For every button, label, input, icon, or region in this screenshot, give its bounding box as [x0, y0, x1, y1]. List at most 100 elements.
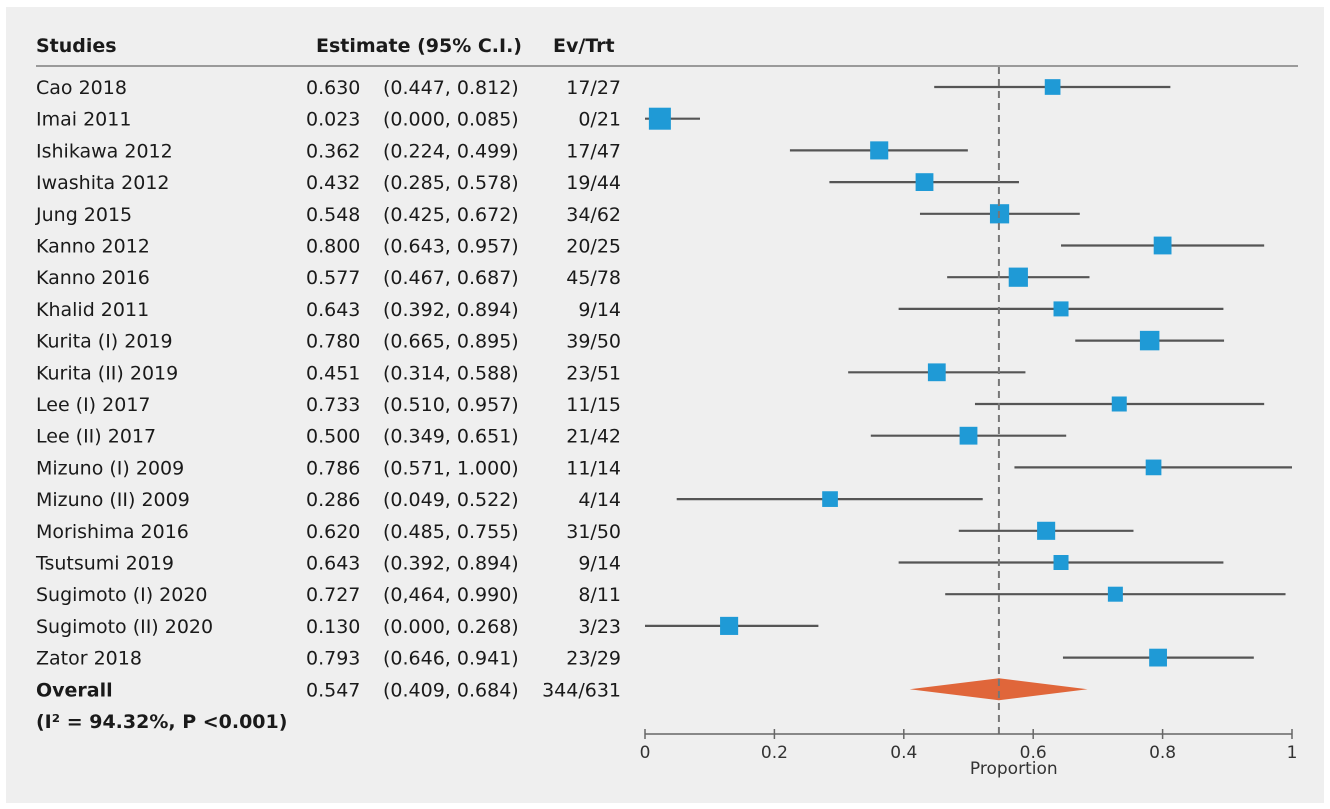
study-name: Khalid 2011 [36, 299, 149, 321]
study-name: Kanno 2012 [36, 236, 150, 258]
study-name: Imai 2011 [36, 109, 131, 131]
summary-diamond [909, 678, 1088, 701]
study-ci: (0.392, 0.894) [383, 299, 519, 321]
study-ev-trt: 23/51 [566, 362, 621, 384]
study-estimate: 0.432 [306, 172, 360, 194]
study-marker [1008, 267, 1028, 287]
study-marker [1111, 396, 1127, 412]
heterogeneity-stat: (I² = 94.32%, P <0.001) [36, 711, 287, 733]
study-estimate: 0.733 [306, 394, 360, 416]
study-rows: Cao 2018 0.630 (0.447, 0.812) 17/27 Imai 201… [35, 77, 621, 670]
study-ev-trt: 9/14 [578, 553, 621, 575]
study-estimate: 0.130 [306, 616, 360, 638]
x-tick-label: 0.2 [761, 743, 788, 763]
study-estimate: 0.800 [306, 236, 360, 258]
study-ev-trt: 8/11 [578, 584, 621, 606]
study-ci: (0.392, 0.894) [383, 553, 519, 575]
study-ev-trt: 11/15 [566, 394, 621, 416]
study-name: Lee (II) 2017 [36, 426, 156, 448]
x-axis: 0 0.2 0.4 0.6 0.8 1 [640, 729, 1297, 763]
study-marker [1053, 301, 1069, 317]
study-name: Lee (I) 2017 [36, 394, 151, 416]
study-name: Zator 2018 [36, 648, 142, 670]
study-ci: (0.646, 0.941) [383, 648, 519, 670]
study-name: Iwashita 2012 [36, 172, 170, 194]
study-ci: (0.000, 0.085) [383, 109, 519, 131]
study-ev-trt: 0/21 [578, 109, 621, 131]
study-name: Cao 2018 [36, 77, 127, 99]
study-ci: (0.643, 0.957) [383, 236, 519, 258]
x-tick-label: 0.8 [1149, 743, 1176, 763]
study-ev-trt: 21/42 [566, 426, 621, 448]
study-ci: (0,464, 0.990) [383, 584, 519, 606]
study-ev-trt: 17/27 [566, 77, 621, 99]
forest-plot: Studies Estimate (95% C.I.) Ev/Trt Cao 2… [35, 35, 1298, 779]
study-ev-trt: 3/23 [578, 616, 621, 638]
x-axis-label: Proportion [970, 759, 1058, 779]
overall-estimate: 0.547 [306, 679, 360, 701]
x-tick-label: 0.6 [1020, 743, 1047, 763]
study-name: Sugimoto (II) 2020 [36, 616, 213, 638]
study-estimate: 0.362 [306, 140, 360, 162]
study-name: Kanno 2016 [36, 267, 150, 289]
study-ev-trt: 23/29 [566, 648, 621, 670]
study-name: Mizuno (II) 2009 [36, 489, 190, 511]
forest-plot-panel: Studies Estimate (95% C.I.) Ev/Trt Cao 2… [6, 7, 1324, 803]
study-marker [915, 173, 934, 191]
x-tick-label: 0.4 [890, 743, 917, 763]
study-marker [959, 426, 978, 445]
study-marker [1107, 586, 1123, 602]
study-ev-trt: 45/78 [566, 267, 621, 289]
study-marker [1044, 79, 1061, 95]
overall-label: Overall [36, 679, 113, 701]
study-ci: (0.665, 0.895) [383, 331, 519, 353]
study-ev-trt: 19/44 [566, 172, 621, 194]
study-estimate: 0.023 [306, 109, 360, 131]
study-marker [870, 141, 889, 160]
study-name: Kurita (II) 2019 [36, 362, 178, 384]
study-marker [1145, 459, 1162, 476]
study-marker [822, 491, 838, 507]
study-ci: (0.285, 0.578) [383, 172, 519, 194]
study-name: Ishikawa 2012 [36, 140, 173, 162]
study-marker [1149, 648, 1167, 667]
study-estimate: 0.500 [306, 426, 360, 448]
study-estimate: 0.577 [306, 267, 360, 289]
study-name: Morishima 2016 [36, 521, 189, 543]
overall-ci: (0.409, 0.684) [383, 679, 519, 701]
header-ev-trt: Ev/Trt [553, 35, 615, 57]
study-ci: (0.224, 0.499) [383, 140, 519, 162]
study-ev-trt: 20/25 [566, 236, 621, 258]
study-ci: (0.571, 1.000) [383, 457, 519, 479]
study-ci: (0.447, 0.812) [383, 77, 519, 99]
study-estimate: 0.630 [306, 77, 360, 99]
overall-ev-trt: 344/631 [542, 679, 621, 701]
study-ci: (0.314, 0.588) [383, 362, 519, 384]
study-estimate: 0.548 [306, 204, 360, 226]
study-estimate: 0.780 [306, 331, 360, 353]
study-ci: (0.485, 0.755) [383, 521, 519, 543]
study-ci: (0.349, 0.651) [383, 426, 519, 448]
study-ci: (0.425, 0.672) [383, 204, 519, 226]
header-studies: Studies [36, 35, 117, 57]
study-estimate: 0.727 [306, 584, 360, 606]
study-marker [927, 363, 946, 382]
study-marker [1139, 330, 1160, 351]
study-ev-trt: 9/14 [578, 299, 621, 321]
study-estimate: 0.643 [306, 299, 360, 321]
study-estimate: 0.451 [306, 362, 360, 384]
study-name: Sugimoto (I) 2020 [36, 584, 208, 606]
study-name: Jung 2015 [35, 204, 132, 226]
study-ev-trt: 31/50 [566, 521, 621, 543]
study-estimate: 0.620 [306, 521, 360, 543]
study-ci: (0.510, 0.957) [383, 394, 519, 416]
study-ci: (0.049, 0.522) [383, 489, 519, 511]
header-estimate: Estimate (95% C.I.) [316, 35, 522, 57]
study-ci: (0.000, 0.268) [383, 616, 519, 638]
study-name: Mizuno (I) 2009 [36, 457, 184, 479]
study-estimate: 0.793 [306, 648, 360, 670]
study-marker [720, 616, 739, 635]
study-marker [1037, 521, 1056, 540]
plot-area [645, 67, 1292, 734]
study-ev-trt: 4/14 [578, 489, 621, 511]
